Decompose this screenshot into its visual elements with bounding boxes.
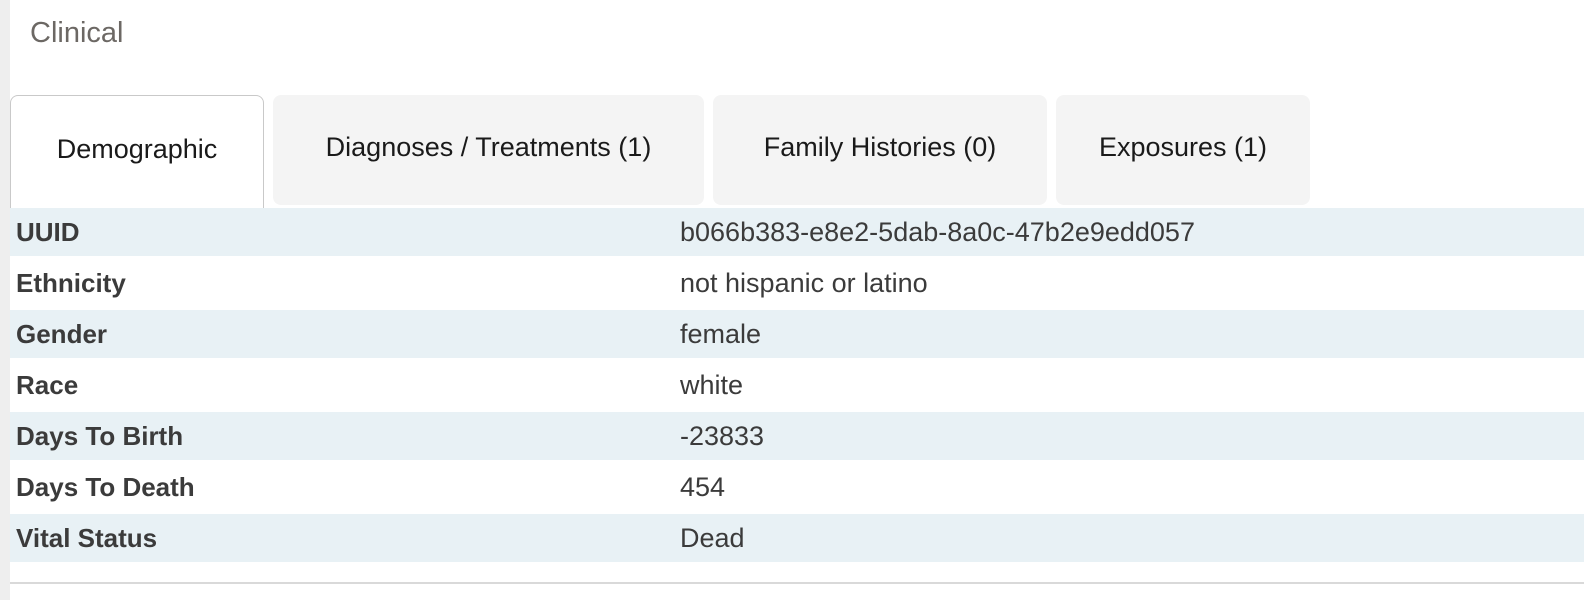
- table-row-uuid: UUID b066b383-e8e2-5dab-8a0c-47b2e9edd05…: [10, 208, 1584, 256]
- row-value: not hispanic or latino: [680, 267, 928, 298]
- row-label: Days To Death: [16, 471, 195, 502]
- tab-family-histories[interactable]: Family Histories (0): [713, 95, 1047, 205]
- table-row-race: Race white: [10, 361, 1584, 409]
- row-label: Race: [16, 369, 79, 400]
- tab-diagnoses-treatments[interactable]: Diagnoses / Treatments (1): [273, 95, 704, 205]
- section-divider: [10, 582, 1584, 584]
- row-value: -23833: [680, 420, 765, 451]
- table-row-vital-status: Vital Status Dead: [10, 514, 1584, 562]
- row-label: Ethnicity: [16, 267, 126, 298]
- clinical-card-header: Clinical: [10, 0, 1584, 95]
- row-label: Vital Status: [16, 522, 158, 553]
- section-title: Clinical: [30, 17, 124, 49]
- page-left-gutter: [0, 0, 10, 600]
- clinical-tabs: Demographic Diagnoses / Treatments (1) F…: [10, 95, 1584, 208]
- row-value: b066b383-e8e2-5dab-8a0c-47b2e9edd057: [680, 216, 1195, 247]
- table-row-days-to-birth: Days To Birth -23833: [10, 412, 1584, 460]
- table-row-days-to-death: Days To Death 454: [10, 463, 1584, 511]
- row-value: white: [680, 369, 744, 400]
- row-value: 454: [680, 471, 726, 502]
- row-label: Days To Birth: [16, 420, 184, 451]
- row-label: UUID: [16, 216, 80, 247]
- row-value: Dead: [680, 522, 745, 553]
- demographic-table: UUID b066b383-e8e2-5dab-8a0c-47b2e9edd05…: [10, 208, 1584, 562]
- table-row-ethnicity: Ethnicity not hispanic or latino: [10, 259, 1584, 307]
- table-row-gender: Gender female: [10, 310, 1584, 358]
- tab-demographic[interactable]: Demographic: [10, 95, 264, 208]
- row-label: Gender: [16, 318, 108, 349]
- row-value: female: [680, 318, 762, 349]
- tab-exposures[interactable]: Exposures (1): [1056, 95, 1310, 205]
- clinical-card: Clinical Demographic Diagnoses / Treatme…: [10, 0, 1584, 600]
